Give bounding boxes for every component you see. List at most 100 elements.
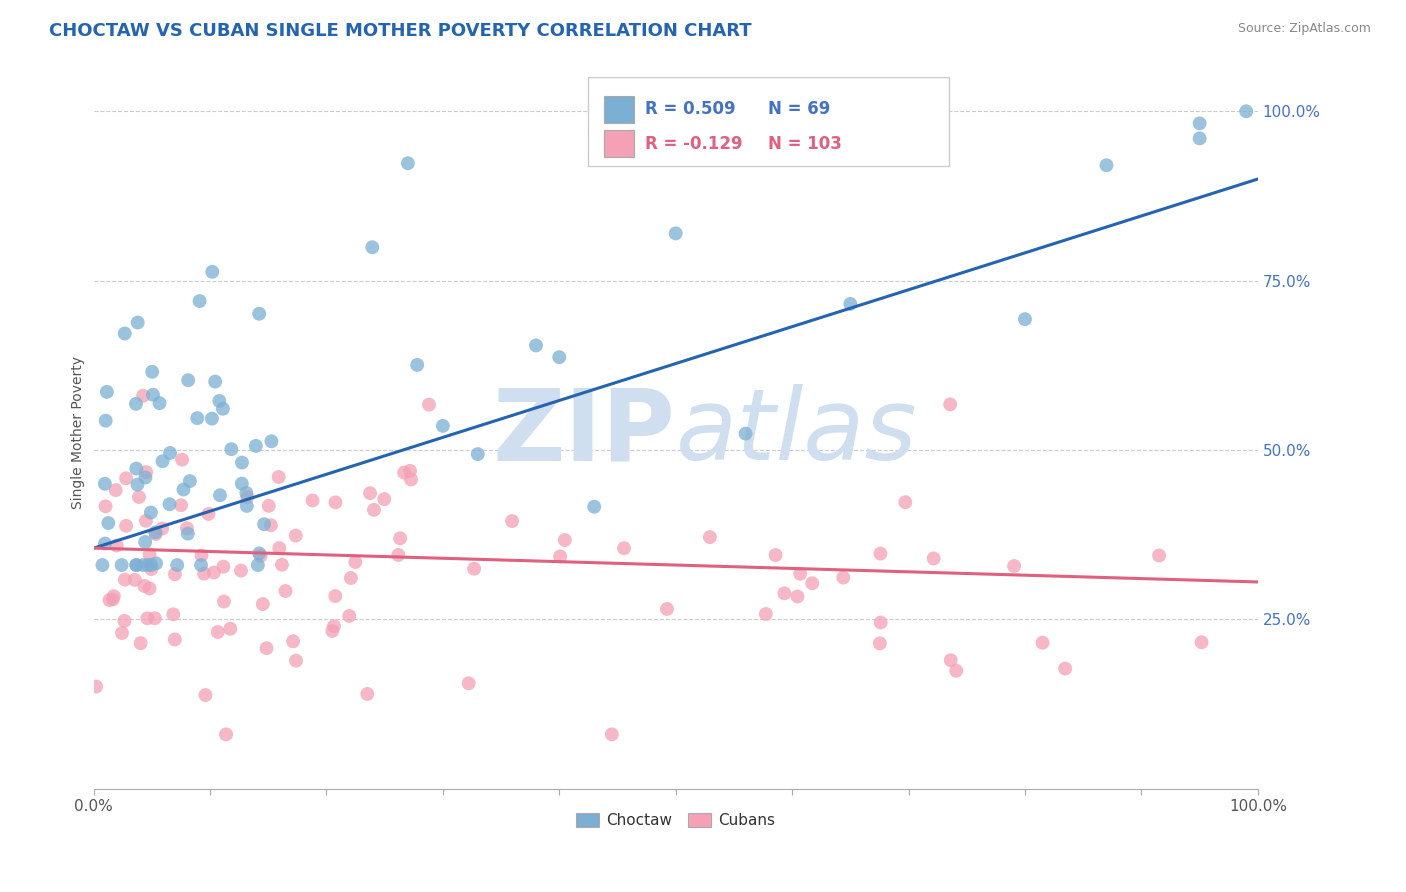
Point — [361, 240, 384, 254]
Point — [236, 491, 259, 505]
Point — [801, 576, 824, 591]
Point — [115, 519, 138, 533]
Point — [253, 517, 276, 532]
Point — [141, 365, 163, 379]
Point — [1014, 312, 1036, 326]
Point — [176, 521, 198, 535]
Text: N = 103: N = 103 — [768, 135, 842, 153]
Point — [94, 476, 117, 491]
Point — [150, 522, 173, 536]
Y-axis label: Single Mother Poverty: Single Mother Poverty — [72, 357, 86, 509]
Point — [135, 465, 157, 479]
Point — [252, 597, 274, 611]
Point — [145, 525, 167, 540]
Point — [1095, 158, 1118, 172]
Point — [337, 609, 360, 624]
Point — [260, 518, 283, 533]
Text: ZIP: ZIP — [494, 384, 676, 482]
Point — [457, 676, 479, 690]
Point — [301, 493, 323, 508]
Point — [221, 442, 243, 457]
Point — [128, 490, 150, 504]
Point — [91, 558, 114, 572]
Point — [765, 548, 787, 562]
Point — [548, 350, 571, 364]
Point — [141, 562, 163, 576]
Point — [363, 503, 385, 517]
Point — [125, 461, 148, 475]
Point — [132, 389, 155, 403]
Point — [894, 495, 917, 509]
Point — [665, 227, 688, 241]
Point — [869, 615, 891, 630]
Point — [467, 447, 489, 461]
Point — [1191, 635, 1213, 649]
Point — [105, 539, 128, 553]
Point — [163, 632, 186, 647]
Point — [127, 316, 149, 330]
Point — [143, 611, 166, 625]
Point — [247, 546, 270, 560]
Point — [96, 384, 118, 399]
Point — [387, 548, 409, 562]
Point — [1054, 661, 1077, 675]
Point — [554, 533, 576, 547]
Point — [231, 476, 253, 491]
Point — [115, 471, 138, 485]
Point — [138, 548, 160, 562]
Point — [1147, 549, 1170, 563]
Point — [94, 414, 117, 428]
Point — [257, 499, 280, 513]
Point — [127, 477, 149, 491]
Point — [170, 498, 193, 512]
Text: R = 0.509: R = 0.509 — [645, 101, 737, 119]
Point — [114, 573, 136, 587]
Point — [139, 506, 162, 520]
Point — [399, 464, 422, 478]
Point — [939, 653, 962, 667]
Point — [136, 558, 159, 572]
Point — [97, 516, 120, 530]
Legend: Choctaw, Cubans: Choctaw, Cubans — [569, 807, 782, 834]
Point — [260, 434, 283, 449]
Text: N = 69: N = 69 — [768, 101, 830, 119]
Point — [271, 558, 294, 572]
Point — [418, 398, 440, 412]
Point — [186, 411, 208, 425]
Point — [1234, 104, 1257, 119]
Point — [274, 584, 297, 599]
Point — [755, 607, 778, 621]
Text: atlas: atlas — [676, 384, 917, 482]
Point — [142, 388, 165, 402]
Point — [125, 558, 148, 572]
Point — [134, 579, 156, 593]
Point — [432, 418, 454, 433]
Point — [170, 452, 193, 467]
Point — [1002, 559, 1025, 574]
Point — [869, 636, 891, 650]
Point — [325, 495, 347, 509]
Point — [129, 636, 152, 650]
Point — [231, 456, 253, 470]
Point — [84, 680, 107, 694]
Point — [1188, 116, 1211, 130]
Point — [177, 526, 200, 541]
Point — [249, 549, 271, 563]
Point — [152, 454, 174, 468]
Point — [111, 626, 134, 640]
Point — [548, 549, 571, 564]
Point — [267, 470, 290, 484]
Point — [136, 611, 159, 625]
Point — [245, 439, 267, 453]
Point — [94, 500, 117, 514]
Point — [134, 535, 156, 549]
Point — [340, 571, 363, 585]
Point — [159, 446, 181, 460]
Point — [869, 547, 891, 561]
Point — [111, 558, 134, 572]
Point — [201, 265, 224, 279]
Point — [359, 486, 381, 500]
Point — [212, 559, 235, 574]
Point — [159, 497, 181, 511]
Point — [839, 297, 862, 311]
